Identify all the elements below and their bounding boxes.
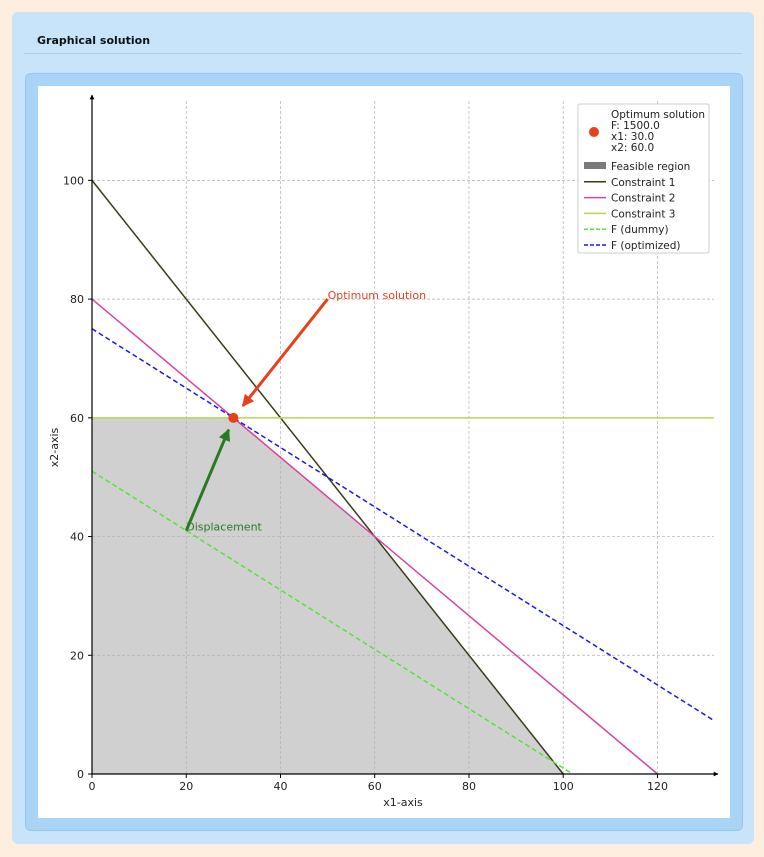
x-tick-label: 40 <box>273 780 287 793</box>
y-tick-label: 40 <box>70 531 84 544</box>
legend-label-optimum: Optimum solution <box>611 109 705 121</box>
series-line-2 <box>91 298 658 775</box>
y-tick-label: 20 <box>70 649 84 662</box>
y-tick-label: 0 <box>77 768 84 781</box>
y-tick-label: 80 <box>70 293 84 306</box>
solution-card: Graphical solution 0 20 40 60 80 100 120 0 20 40 6… <box>12 12 754 844</box>
legend-marker-optimum <box>589 127 599 137</box>
annotation-arrow-2 <box>184 428 231 532</box>
optimum-point <box>228 412 239 423</box>
x-tick-label: 120 <box>647 780 668 793</box>
feasible-region <box>92 417 564 774</box>
legend-optimum-detail: x2: 60.0 <box>611 142 654 154</box>
card-divider <box>24 53 742 54</box>
series-line-5 <box>91 328 715 722</box>
x-tick-label: 60 <box>368 780 382 793</box>
legend-label-series-4: F (dummy) <box>611 224 669 236</box>
annotation-label-1: Optimum solution <box>328 289 426 302</box>
plot-canvas: 0 20 40 60 80 100 120 0 20 40 60 80 100 x1-axis x2-axi… <box>38 86 730 818</box>
series-line-1 <box>91 179 564 775</box>
x-tick-label: 20 <box>179 780 193 793</box>
chart-panel: 0 20 40 60 80 100 120 0 20 40 60 80 100 x1-axis x2-axi… <box>25 73 743 831</box>
x-axis-label: x1-axis <box>383 796 423 809</box>
annotation-label-2: Displacement <box>186 521 262 534</box>
legend-optimum-detail: F: 1500.0 <box>611 120 660 132</box>
y-tick-label: 100 <box>63 174 84 187</box>
y-axis-label: x2-axis <box>48 427 61 467</box>
chart: 0 20 40 60 80 100 120 0 20 40 60 80 100 x1-axis x2-axi… <box>48 94 719 809</box>
legend-label-series-2: Constraint 2 <box>611 193 675 205</box>
legend-label-feasible: Feasible region <box>611 161 690 173</box>
legend-label-series-3: Constraint 3 <box>611 208 675 220</box>
series-line-4 <box>91 470 574 775</box>
legend-box <box>577 103 710 254</box>
legend-label-series-5: F (optimized) <box>611 240 680 252</box>
y-tick-label: 60 <box>70 412 84 425</box>
legend-label-series-1: Constraint 1 <box>611 177 675 189</box>
x-tick-label: 100 <box>553 780 574 793</box>
x-tick-label: 0 <box>89 780 96 793</box>
card-title: Graphical solution <box>37 34 151 47</box>
x-tick-label: 80 <box>462 780 476 793</box>
legend-optimum-detail: x1: 30.0 <box>611 131 654 143</box>
annotation-arrow-1 <box>241 298 329 407</box>
legend-swatch-feasible <box>584 162 606 169</box>
